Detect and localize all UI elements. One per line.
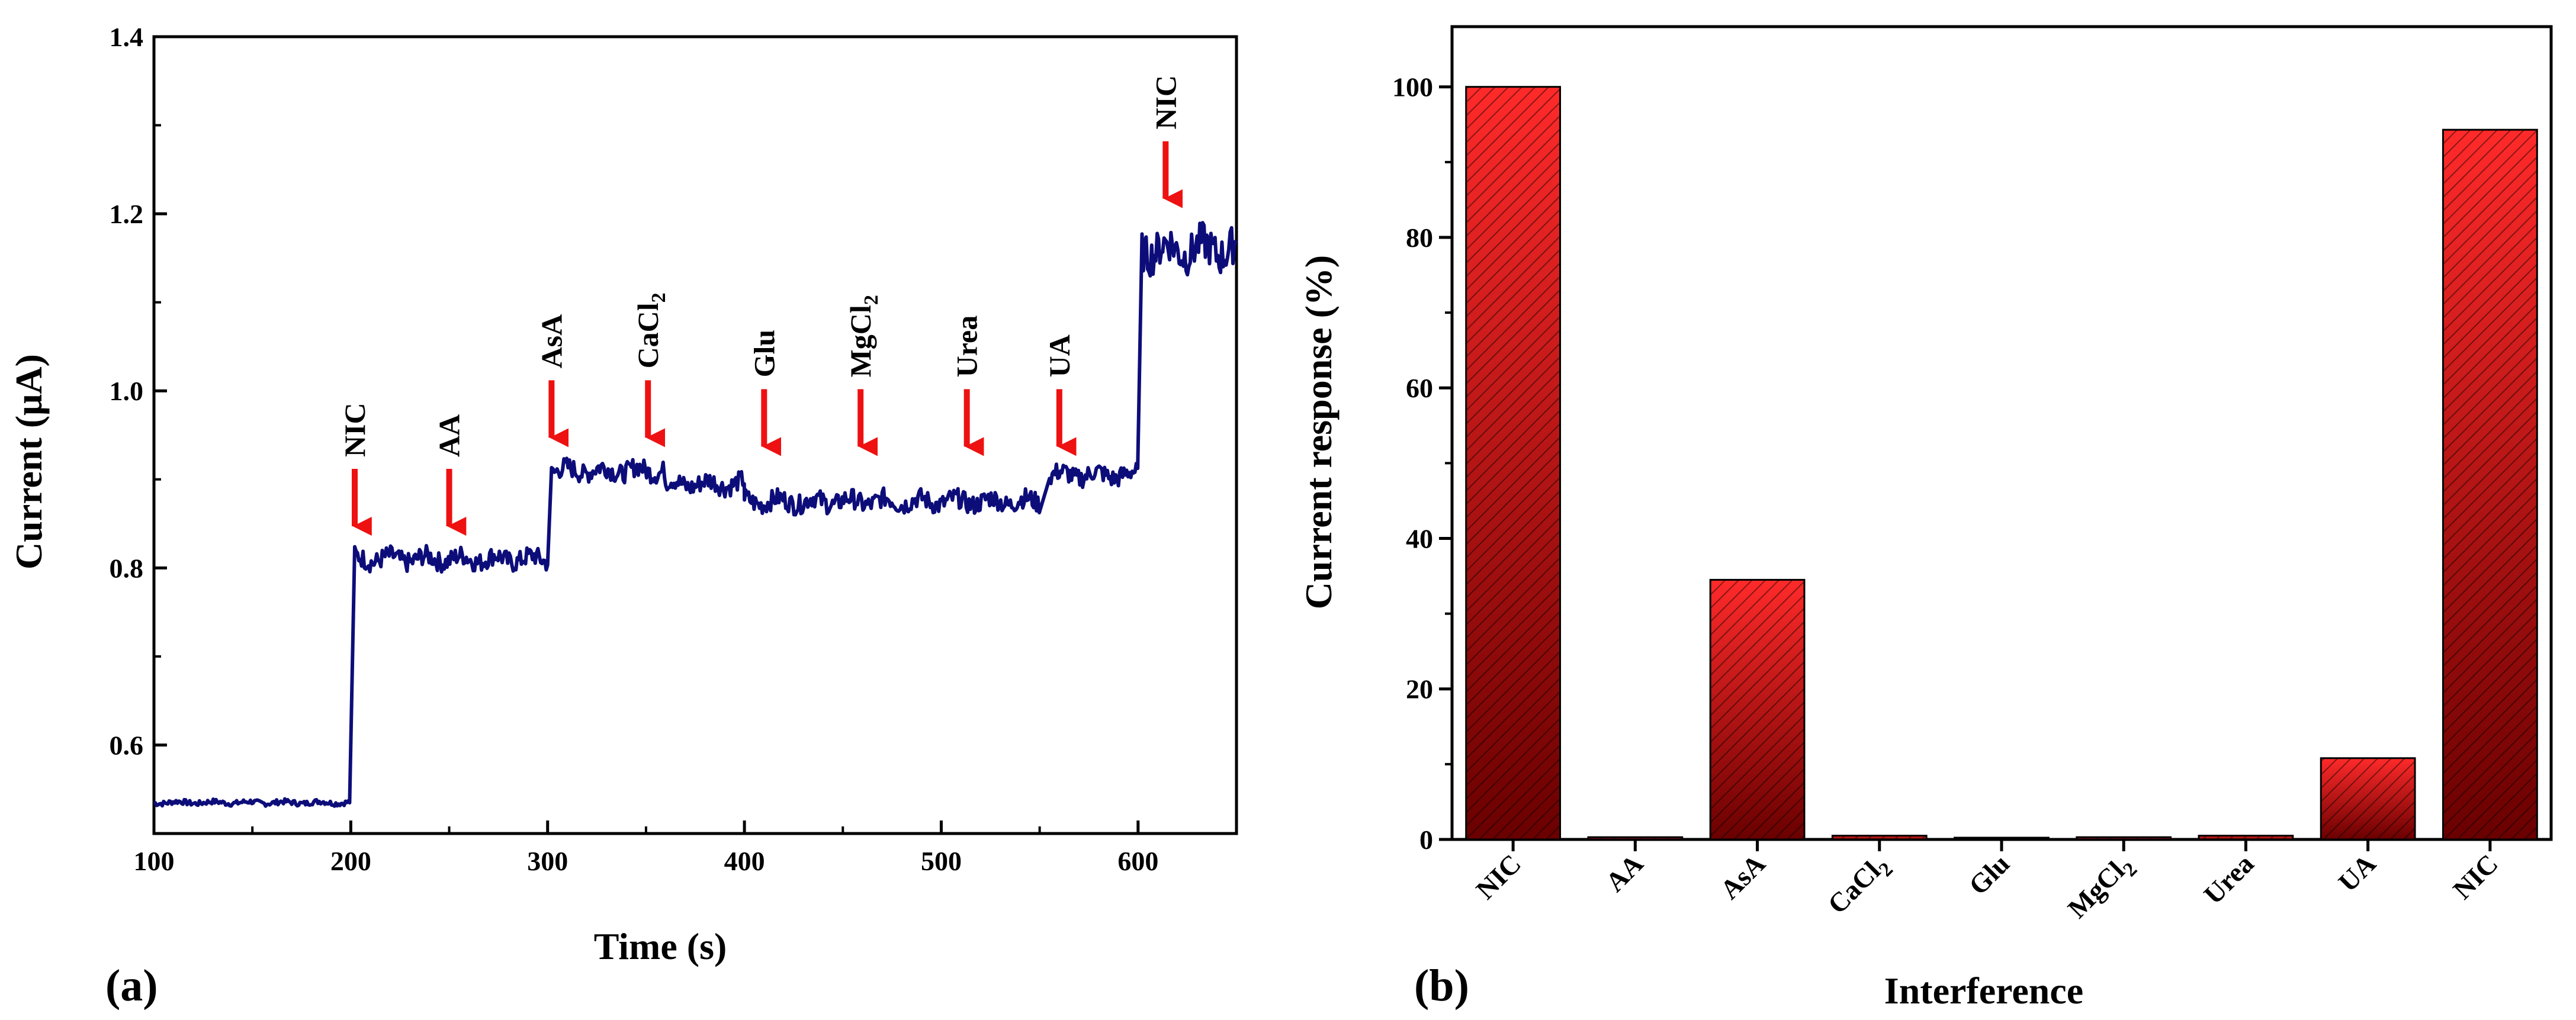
y-tick-label: 40 xyxy=(1406,523,1433,554)
y-tick-label: 60 xyxy=(1406,373,1433,403)
panel-b-label: (b) xyxy=(1414,961,1469,1011)
panel-b-y-ticks: 0 20 40 60 80 100 xyxy=(1392,72,1452,855)
y-tick-label: 1.4 xyxy=(110,22,144,52)
x-tick-label: AsA xyxy=(1714,848,1771,905)
x-tick-label: Urea xyxy=(2198,848,2259,910)
bar-hatch xyxy=(2199,835,2293,839)
y-tick-label: 1.2 xyxy=(110,199,144,229)
x-tick-label: MgCl2 xyxy=(2062,848,2142,928)
panel-a-plot-frame xyxy=(152,35,1238,835)
panel-b-x-ticks: NIC AA AsA CaCl2 Glu MgCl2 Urea UA NIC xyxy=(1470,839,2504,928)
panel-a-line-chart: 100 200 300 400 500 600 0.6 0.8 1.0 1.2 1.4 NIC AA… xyxy=(8,22,1238,1011)
annotation-label: AA xyxy=(433,414,466,457)
annotation-label: NIC xyxy=(1149,75,1182,130)
x-tick-label: AA xyxy=(1599,848,1649,897)
bar-hatch xyxy=(1710,580,1804,839)
panel-b-x-axis-label: Interference xyxy=(1884,970,2083,1012)
bar-hatch xyxy=(1832,835,1927,839)
panel-b-y-axis-label: Current response (%) xyxy=(1297,255,1340,609)
y-tick-label: 20 xyxy=(1406,674,1433,704)
x-tick-label: 600 xyxy=(1117,846,1158,876)
x-tick-label: NIC xyxy=(2447,848,2504,905)
x-tick-label: NIC xyxy=(1470,848,1527,905)
x-tick-label: CaCl2 xyxy=(1822,848,1897,924)
tick-subscript: 2 xyxy=(2119,858,2141,881)
annotation-label: Urea xyxy=(950,316,984,378)
annotation-label: CaCl2 xyxy=(631,292,670,368)
x-tick-label: UA xyxy=(2333,848,2382,897)
panel-b-bar-chart: 0 20 40 60 80 100 NIC AA AsA CaCl2 Glu MgCl2 Urea UA… xyxy=(1297,25,2553,1012)
x-tick-label: 200 xyxy=(330,846,371,876)
bar-hatch xyxy=(2076,837,2171,839)
annotation-subscript: 2 xyxy=(648,292,670,303)
y-tick-label: 0.6 xyxy=(110,730,144,760)
annotation-label: AsA xyxy=(535,314,568,369)
bar-hatch xyxy=(1588,837,1682,839)
x-tick-label: 300 xyxy=(527,846,568,876)
panel-a-x-ticks: 100 200 300 400 500 600 xyxy=(134,820,1158,876)
bar-hatch xyxy=(2443,130,2538,839)
x-tick-label: Glu xyxy=(1963,848,2015,900)
bar-hatch xyxy=(1466,86,1560,839)
annotation-label: NIC xyxy=(338,403,371,457)
x-tick-label: 100 xyxy=(134,846,175,876)
y-tick-label: 80 xyxy=(1406,223,1433,253)
panel-b-plot-frame xyxy=(1450,25,2553,841)
y-tick-label: 1.0 xyxy=(110,376,144,406)
panel-a-y-ticks: 0.6 0.8 1.0 1.2 1.4 xyxy=(110,22,167,835)
panel-a-x-axis-label: Time (s) xyxy=(594,925,727,967)
x-tick-label: 400 xyxy=(724,846,765,876)
panel-a-label: (a) xyxy=(105,961,158,1011)
y-tick-label: 0.8 xyxy=(110,553,144,583)
x-tick-label: 500 xyxy=(921,846,962,876)
panel-a-annotations: NIC AA AsA CaCl2 Glu MgCl2 Urea UA NIC xyxy=(338,75,1183,536)
panel-a-current-trace xyxy=(153,221,1238,808)
panel-a-y-axis-label: Current (μA) xyxy=(8,354,50,569)
y-tick-label: 0 xyxy=(1419,825,1433,855)
annotation-label: MgCl2 xyxy=(844,295,882,377)
y-tick-label: 100 xyxy=(1392,72,1433,102)
bar-hatch xyxy=(2321,758,2416,839)
annotation-label: Glu xyxy=(747,330,780,378)
annotation-label: UA xyxy=(1043,334,1076,377)
panel-b-bars xyxy=(1465,86,2538,841)
bar-hatch xyxy=(1954,838,2049,839)
tick-subscript: 2 xyxy=(1875,858,1897,881)
annotation-subscript: 2 xyxy=(860,295,882,305)
